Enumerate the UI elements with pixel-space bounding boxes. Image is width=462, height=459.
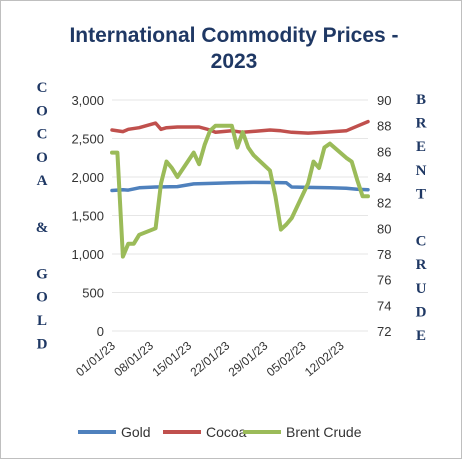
right-tick-label: 82 <box>377 196 391 211</box>
legend-label-cocoa: Cocoa <box>206 424 247 440</box>
right-axis-label-letter: C <box>416 234 427 250</box>
right-tick-label: 86 <box>377 144 391 159</box>
right-axis-label-letter: B <box>416 92 426 108</box>
x-tick-label: 08/01/23 <box>111 338 156 379</box>
left-axis-label-letter: D <box>37 336 48 352</box>
left-tick-label: 1,500 <box>71 209 104 224</box>
right-tick-label: 74 <box>377 298 391 313</box>
x-tick-label: 12/02/23 <box>302 338 347 379</box>
chart-title-line-2: 2023 <box>211 50 258 73</box>
left-axis-label-letter: O <box>36 290 48 306</box>
x-tick-label: 05/02/23 <box>264 338 309 379</box>
gridlines <box>112 99 368 332</box>
right-axis-label-letter: R <box>416 116 427 132</box>
left-tick-label: 3,000 <box>71 93 104 108</box>
chart-legend: Gold Cocoa Brent Crude <box>78 424 362 440</box>
left-tick-label: 0 <box>97 324 104 339</box>
right-axis-label-letter: E <box>416 139 426 155</box>
x-tick-label: 22/01/23 <box>188 338 233 379</box>
left-tick-label: 2,500 <box>71 132 104 147</box>
right-tick-label: 88 <box>377 119 391 134</box>
right-axis-label-letter: E <box>416 328 426 344</box>
right-tick-label: 80 <box>377 221 391 236</box>
right-axis-label-letter: N <box>416 163 427 179</box>
left-axis-ticks: 0 500 1,000 1,500 2,000 2,500 3,000 <box>71 93 104 339</box>
series-line-gold <box>110 180 370 193</box>
left-axis-label-letter: G <box>36 266 48 282</box>
right-tick-label: 72 <box>377 324 391 339</box>
right-tick-label: 78 <box>377 247 391 262</box>
left-axis-label-letter: L <box>37 313 47 329</box>
left-axis-label-letter: C <box>37 80 48 96</box>
right-tick-label: 84 <box>377 170 391 185</box>
left-tick-label: 500 <box>82 286 104 301</box>
legend-label-gold: Gold <box>121 424 151 440</box>
series-lines <box>110 119 370 259</box>
x-tick-label: 01/01/23 <box>73 338 118 379</box>
left-tick-label: 1,000 <box>71 247 104 262</box>
series-line-cocoa <box>110 119 370 135</box>
right-axis-label-letter: R <box>416 257 427 273</box>
x-tick-label: 15/01/23 <box>149 338 194 379</box>
left-axis-label-letter: C <box>37 127 48 143</box>
left-axis-label-letter: O <box>36 103 48 119</box>
left-axis-label-letter: A <box>37 173 48 189</box>
right-axis-label-letter: T <box>416 186 426 202</box>
left-axis-label-letter: O <box>36 150 48 166</box>
right-tick-label: 90 <box>377 93 391 108</box>
right-tick-label: 76 <box>377 273 391 288</box>
right-axis-label-letter: D <box>416 304 427 320</box>
right-axis-label-letter: U <box>416 281 427 297</box>
chart-title-line-1: International Commodity Prices - <box>69 24 398 47</box>
left-axis-label-letter: & <box>36 220 49 236</box>
right-axis-ticks: 72 74 76 78 80 82 84 86 88 90 <box>377 93 391 339</box>
series-line-brent-crude <box>110 123 370 259</box>
left-tick-label: 2,000 <box>71 170 104 185</box>
x-tick-label: 29/01/23 <box>226 338 271 379</box>
x-axis-ticks: 01/01/2308/01/2315/01/2322/01/2329/01/23… <box>73 338 347 379</box>
legend-label-brent-crude: Brent Crude <box>286 424 362 440</box>
